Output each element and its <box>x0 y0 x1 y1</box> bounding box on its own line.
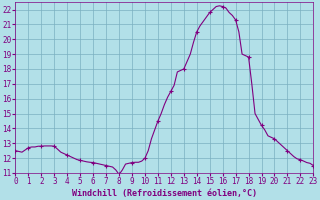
X-axis label: Windchill (Refroidissement éolien,°C): Windchill (Refroidissement éolien,°C) <box>72 189 257 198</box>
